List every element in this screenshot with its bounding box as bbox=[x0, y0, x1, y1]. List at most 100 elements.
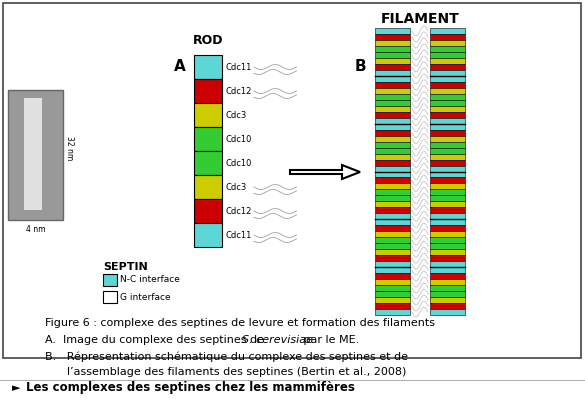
Bar bbox=[430, 160, 465, 166]
Text: Cdc10: Cdc10 bbox=[225, 134, 252, 144]
Bar bbox=[194, 55, 222, 79]
Bar bbox=[430, 70, 465, 76]
Bar bbox=[375, 76, 410, 82]
Bar bbox=[430, 82, 465, 88]
Bar bbox=[375, 208, 410, 213]
Bar bbox=[375, 249, 410, 255]
Bar bbox=[375, 219, 410, 225]
Bar bbox=[430, 195, 465, 201]
Bar bbox=[430, 118, 465, 124]
Bar bbox=[430, 124, 465, 130]
Bar bbox=[430, 34, 465, 40]
Bar bbox=[430, 231, 465, 237]
Bar bbox=[375, 130, 410, 136]
Bar bbox=[430, 201, 465, 208]
Bar bbox=[375, 213, 410, 219]
Bar bbox=[430, 237, 465, 243]
Bar bbox=[375, 297, 410, 303]
Bar bbox=[375, 291, 410, 297]
Bar bbox=[430, 112, 465, 118]
Bar bbox=[194, 127, 222, 151]
Bar bbox=[430, 28, 465, 34]
Bar bbox=[194, 103, 222, 127]
Bar bbox=[430, 249, 465, 255]
Bar bbox=[430, 46, 465, 52]
Text: l’assemblage des filaments des septines (Bertin et al., 2008): l’assemblage des filaments des septines … bbox=[67, 367, 407, 377]
Bar bbox=[430, 40, 465, 46]
Bar bbox=[375, 231, 410, 237]
Text: G interface: G interface bbox=[120, 293, 171, 302]
Bar bbox=[375, 195, 410, 201]
Bar bbox=[430, 88, 465, 94]
Text: Les complexes des septines chez les mammifères: Les complexes des septines chez les mamm… bbox=[26, 381, 355, 394]
Bar bbox=[375, 177, 410, 184]
Text: 32 nm: 32 nm bbox=[65, 136, 74, 161]
Bar bbox=[24, 98, 42, 210]
Bar bbox=[430, 177, 465, 184]
Text: Cdc12: Cdc12 bbox=[225, 87, 252, 96]
Text: A: A bbox=[174, 59, 186, 74]
Bar bbox=[3, 3, 581, 358]
Bar bbox=[375, 58, 410, 64]
Bar bbox=[8, 90, 63, 220]
Bar bbox=[430, 219, 465, 225]
Bar bbox=[375, 70, 410, 76]
Bar bbox=[375, 261, 410, 267]
Bar bbox=[375, 184, 410, 189]
Text: SEPTIN: SEPTIN bbox=[103, 262, 148, 272]
Bar bbox=[194, 79, 222, 103]
Bar bbox=[430, 297, 465, 303]
Bar bbox=[430, 94, 465, 100]
Bar bbox=[103, 274, 117, 286]
Bar bbox=[375, 82, 410, 88]
Text: Cdc12: Cdc12 bbox=[225, 206, 252, 215]
Bar bbox=[430, 303, 465, 309]
Bar bbox=[430, 166, 465, 171]
Bar bbox=[375, 225, 410, 231]
Text: par le ME.: par le ME. bbox=[300, 335, 359, 345]
Bar bbox=[375, 267, 410, 273]
Bar bbox=[430, 267, 465, 273]
Bar bbox=[375, 34, 410, 40]
Bar bbox=[375, 171, 410, 177]
Text: ►: ► bbox=[12, 383, 20, 393]
Bar bbox=[375, 255, 410, 261]
Bar bbox=[430, 52, 465, 58]
Bar bbox=[430, 291, 465, 297]
Bar bbox=[430, 225, 465, 231]
Bar bbox=[430, 64, 465, 70]
Bar bbox=[430, 273, 465, 279]
Bar bbox=[430, 100, 465, 106]
Bar bbox=[375, 136, 410, 142]
Bar bbox=[430, 106, 465, 112]
Bar bbox=[375, 118, 410, 124]
Text: B.   Répresentation schématique du complexe des septines et de: B. Répresentation schématique du complex… bbox=[45, 351, 408, 361]
Text: FILAMENT: FILAMENT bbox=[381, 12, 459, 26]
Bar bbox=[375, 189, 410, 195]
Bar bbox=[375, 94, 410, 100]
Text: ROD: ROD bbox=[192, 34, 223, 47]
Bar bbox=[375, 28, 410, 34]
Bar bbox=[430, 243, 465, 249]
Bar bbox=[375, 148, 410, 153]
Bar bbox=[430, 208, 465, 213]
Bar bbox=[103, 291, 117, 303]
Bar bbox=[375, 46, 410, 52]
Text: Cdc10: Cdc10 bbox=[225, 158, 252, 168]
Text: Cdc11: Cdc11 bbox=[225, 230, 252, 239]
Bar bbox=[375, 201, 410, 208]
Bar bbox=[430, 213, 465, 219]
Bar bbox=[375, 309, 410, 315]
Bar bbox=[430, 171, 465, 177]
Bar bbox=[375, 112, 410, 118]
Bar bbox=[375, 166, 410, 171]
Bar bbox=[375, 64, 410, 70]
Bar bbox=[375, 52, 410, 58]
Bar bbox=[194, 223, 222, 247]
Bar bbox=[430, 255, 465, 261]
Bar bbox=[430, 148, 465, 153]
Bar bbox=[430, 153, 465, 160]
Polygon shape bbox=[290, 165, 360, 179]
Text: 4 nm: 4 nm bbox=[26, 225, 45, 234]
Bar bbox=[430, 142, 465, 148]
